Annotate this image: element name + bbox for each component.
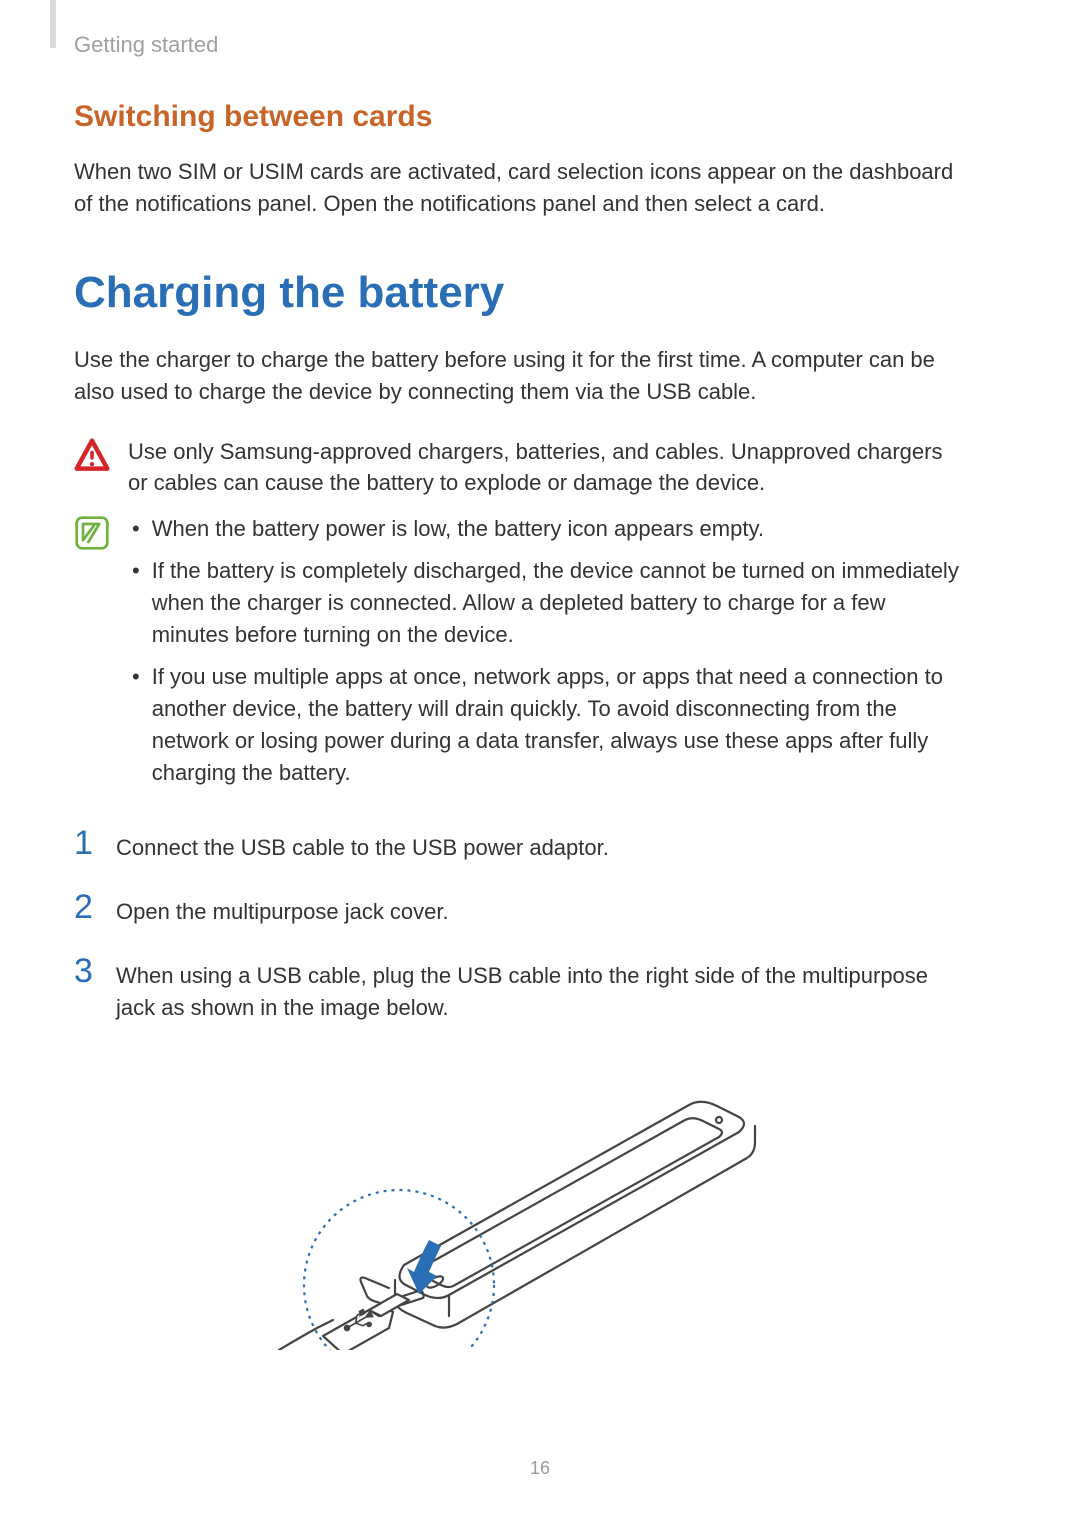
bullet-dot: • — [128, 661, 140, 789]
list-item: • When the battery power is low, the bat… — [128, 513, 964, 545]
warning-block: Use only Samsung-approved chargers, batt… — [74, 436, 964, 500]
bullet-text: When the battery power is low, the batte… — [152, 513, 764, 545]
para-charging-intro: Use the charger to charge the battery be… — [74, 344, 964, 408]
step-number: 1 — [74, 826, 96, 864]
heading-charging-battery: Charging the battery — [74, 268, 964, 318]
warning-text: Use only Samsung-approved chargers, batt… — [128, 436, 964, 500]
bullet-text: If the battery is completely discharged,… — [152, 555, 964, 651]
step-number: 3 — [74, 954, 96, 1024]
step-text: Connect the USB cable to the USB power a… — [116, 826, 609, 864]
para-switching-cards: When two SIM or USIM cards are activated… — [74, 156, 964, 220]
step-text: Open the multipurpose jack cover. — [116, 890, 449, 928]
step-item: 2 Open the multipurpose jack cover. — [74, 890, 964, 928]
step-text: When using a USB cable, plug the USB cab… — [116, 954, 964, 1024]
page-tab-mark — [50, 0, 56, 48]
step-item: 3 When using a USB cable, plug the USB c… — [74, 954, 964, 1024]
note-icon — [74, 515, 110, 551]
usb-jack-diagram — [74, 1050, 964, 1355]
note-block: • When the battery power is low, the bat… — [74, 513, 964, 798]
bullet-dot: • — [128, 513, 140, 545]
step-number: 2 — [74, 890, 96, 928]
breadcrumb: Getting started — [74, 32, 218, 58]
page-number: 16 — [0, 1458, 1080, 1479]
subheading-switching-cards: Switching between cards — [74, 100, 964, 134]
list-item: • If the battery is completely discharge… — [128, 555, 964, 651]
note-bullet-list: • When the battery power is low, the bat… — [128, 513, 964, 798]
bullet-dot: • — [128, 555, 140, 651]
warning-icon — [74, 438, 110, 474]
step-item: 1 Connect the USB cable to the USB power… — [74, 826, 964, 864]
list-item: • If you use multiple apps at once, netw… — [128, 661, 964, 789]
bullet-text: If you use multiple apps at once, networ… — [152, 661, 964, 789]
numbered-steps: 1 Connect the USB cable to the USB power… — [74, 826, 964, 1024]
page-content: Switching between cards When two SIM or … — [74, 100, 964, 1355]
